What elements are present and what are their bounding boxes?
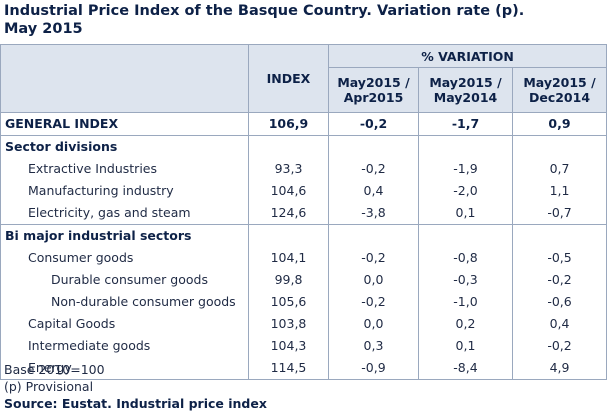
row-index: 93,3 [248,157,329,180]
row-v2: 0,1 [418,334,513,357]
row-v2: -1,9 [418,157,513,180]
table-row: Extractive Industries 93,3 -0,2 -1,9 0,7 [0,157,608,180]
page-title: Industrial Price Index of the Basque Cou… [0,0,604,38]
header-col-dec2014-line1: May2015 / [523,74,596,90]
row-index: 124,6 [248,201,329,225]
row-v2: -1,0 [418,290,513,313]
row-v1: -3,8 [328,201,419,225]
row-label: Capital Goods [0,312,249,335]
row-v1: 0,3 [328,334,419,357]
row-v1: 0,0 [328,268,419,291]
row-v1: -0,2 [328,157,419,180]
row-v2: 0,2 [418,312,513,335]
row-v1: -0,9 [328,356,419,380]
row-index: 104,6 [248,179,329,202]
row-v3: 0,4 [511,312,608,335]
row-v2: -1,7 [418,112,513,136]
table-row: GENERAL INDEX 106,9 -0,2 -1,7 0,9 [0,112,608,136]
header-col-dec2014-line2: Dec2014 [528,89,591,105]
price-index-table: INDEX % VARIATION May2015 / Apr2015 May2… [0,44,608,380]
row-v2: 0,1 [418,201,513,225]
row-label: Manufacturing industry [0,179,249,202]
row-v1: 0,4 [328,179,419,202]
row-label: GENERAL INDEX [0,112,249,136]
row-index: 103,8 [248,312,329,335]
row-index: 114,5 [248,356,329,380]
header-col-apr2015: May2015 / Apr2015 [328,67,419,113]
section-label: Bi major industrial sectors [0,224,249,247]
header-index: INDEX [248,44,329,113]
section-row: Sector divisions [0,135,608,158]
row-v1: -0,2 [328,290,419,313]
section-row: Bi major industrial sectors [0,224,608,247]
row-v1: -0,2 [328,112,419,136]
row-index: 105,6 [248,290,329,313]
row-label: Electricity, gas and steam [0,201,249,225]
row-label: Intermediate goods [0,334,249,357]
header-col-may2014-line2: May2014 [433,89,498,105]
header-blank-3 [0,89,249,113]
footnote-provisional: (p) Provisional [4,379,94,394]
row-v3: -0,6 [511,290,608,313]
table-row: Consumer goods 104,1 -0,2 -0,8 -0,5 [0,246,608,269]
row-label: Consumer goods [0,246,249,269]
table-row: Energy 114,5 -0,9 -8,4 4,9 [0,356,608,380]
header-col-may2014-line1: May2015 / [429,74,502,90]
row-label: Non-durable consumer goods [0,290,249,313]
row-v2: -8,4 [418,356,513,380]
row-index: 104,1 [248,246,329,269]
header-col-apr2015-line1: May2015 / [337,74,410,90]
table-row: Capital Goods 103,8 0,0 0,2 0,4 [0,312,608,335]
row-v3: 1,1 [511,179,608,202]
title-line-1: Industrial Price Index of the Basque Cou… [4,3,525,19]
row-label: Extractive Industries [0,157,249,180]
footnote-base: Base 2010=100 [4,362,105,377]
row-v3: -0,2 [511,268,608,291]
row-v3: 0,7 [511,157,608,180]
row-label: Durable consumer goods [0,268,249,291]
row-v3: 4,9 [511,356,608,380]
row-v3: -0,7 [511,201,608,225]
section-label: Sector divisions [0,135,249,158]
row-v2: -0,8 [418,246,513,269]
table-row: Manufacturing industry 104,6 0,4 -2,0 1,… [0,179,608,202]
row-v2: -2,0 [418,179,513,202]
header-col-may2014: May2015 / May2014 [418,67,513,113]
header-variation: % VARIATION [327,44,608,68]
header-blank-2 [0,67,249,90]
row-label: Energy [0,356,249,380]
row-v3: -0,2 [511,334,608,357]
table-row: Electricity, gas and steam 124,6 -3,8 0,… [0,201,608,225]
table-row: Non-durable consumer goods 105,6 -0,2 -1… [0,290,608,313]
row-v3: 0,9 [511,112,608,136]
row-index: 106,9 [248,112,329,136]
row-v2: -0,3 [418,268,513,291]
header-col-apr2015-line2: Apr2015 [343,89,404,105]
row-index: 104,3 [248,334,329,357]
table-row: Durable consumer goods 99,8 0,0 -0,3 -0,… [0,268,608,291]
header-blank [0,44,249,68]
header-col-dec2014: May2015 / Dec2014 [511,67,608,113]
footnote-source: Source: Eustat. Industrial price index [4,396,267,411]
row-v3: -0,5 [511,246,608,269]
row-v1: -0,2 [328,246,419,269]
title-line-2: May 2015 [4,21,83,37]
row-v1: 0,0 [328,312,419,335]
row-index: 99,8 [248,268,329,291]
table-row: Intermediate goods 104,3 0,3 0,1 -0,2 [0,334,608,357]
